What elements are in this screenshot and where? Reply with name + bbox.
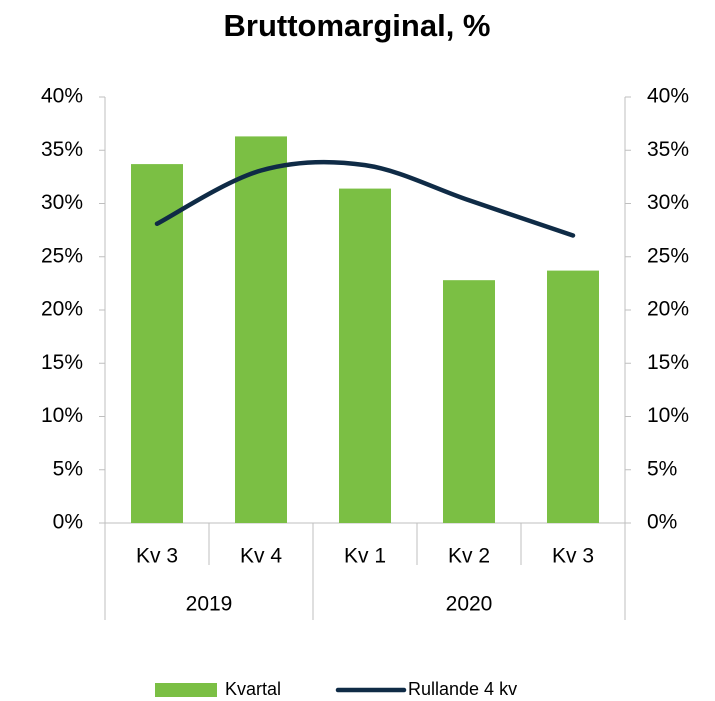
y-tick-label: 20% xyxy=(41,298,83,321)
bar xyxy=(235,136,287,523)
x-tick-label: Kv 3 xyxy=(552,545,594,568)
x-tick-label: Kv 1 xyxy=(344,545,386,568)
line xyxy=(154,159,576,238)
y-tick-label: 30% xyxy=(41,191,83,214)
chart-title: Bruttomarginal, % xyxy=(224,8,491,43)
y2-tick-label: 25% xyxy=(647,244,689,267)
y-tick-label: 35% xyxy=(41,138,83,161)
y2-tick-label: 40% xyxy=(647,85,689,108)
y-tick-label: 40% xyxy=(41,85,83,108)
x-tick-label: Kv 2 xyxy=(448,545,490,568)
y2-tick-label: 15% xyxy=(647,351,689,374)
y2-tick-label: 5% xyxy=(647,457,677,480)
group-label: 2020 xyxy=(446,593,493,616)
y-tick-label: 25% xyxy=(41,244,83,267)
x-tick-label: Kv 3 xyxy=(136,545,178,568)
bar xyxy=(131,164,183,523)
legend-label: Rullande 4 kv xyxy=(408,679,517,699)
legend-swatch xyxy=(155,683,217,697)
x-tick-label: Kv 4 xyxy=(240,545,282,568)
bar xyxy=(443,280,495,523)
bar xyxy=(547,270,599,523)
group-label: 2019 xyxy=(186,593,233,616)
y2-tick-label: 35% xyxy=(647,138,689,161)
bar xyxy=(339,188,391,523)
y2-tick-label: 30% xyxy=(647,191,689,214)
y-tick-label: 10% xyxy=(41,404,83,427)
y2-tick-label: 0% xyxy=(647,511,677,534)
y2-tick-label: 20% xyxy=(647,298,689,321)
legend-label: Kvartal xyxy=(225,679,281,699)
y-tick-label: 5% xyxy=(53,457,83,480)
y-tick-label: 0% xyxy=(53,511,83,534)
y2-tick-label: 10% xyxy=(647,404,689,427)
y-tick-label: 15% xyxy=(41,351,83,374)
